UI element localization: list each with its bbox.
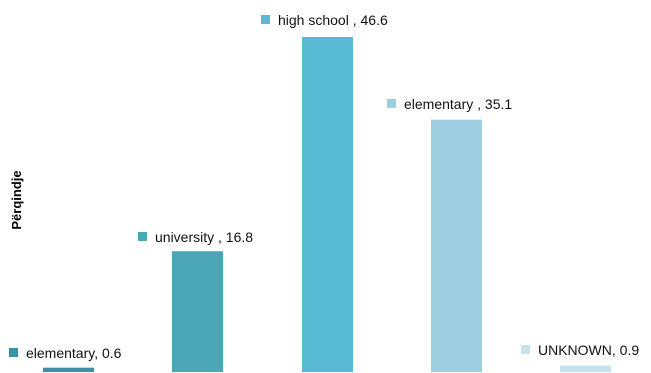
label-marker-3 (387, 99, 396, 108)
bar-1 (172, 251, 223, 372)
label-text-4: UNKNOWN, 0.9 (538, 342, 639, 358)
bar-2 (302, 37, 353, 372)
label-marker-2 (261, 15, 270, 24)
data-label-3: elementary , 35.1 (387, 96, 512, 112)
data-label-0: elementary, 0.6 (9, 345, 122, 361)
bar-0 (43, 367, 94, 372)
label-text-2: high school , 46.6 (278, 12, 388, 28)
bar-3 (431, 119, 482, 372)
label-marker-0 (9, 348, 18, 357)
bar-4 (560, 365, 611, 372)
bars-layer (43, 37, 611, 372)
data-label-2: high school , 46.6 (261, 12, 388, 28)
label-text-0: elementary, 0.6 (26, 345, 122, 361)
data-labels-layer: elementary, 0.6 university , 16.8 high sch… (9, 12, 639, 361)
label-text-1: university , 16.8 (155, 229, 253, 245)
data-label-4: UNKNOWN, 0.9 (521, 342, 639, 358)
label-marker-1 (138, 232, 147, 241)
label-text-3: elementary , 35.1 (404, 96, 512, 112)
label-marker-4 (521, 345, 530, 354)
data-label-1: university , 16.8 (138, 229, 253, 245)
y-axis-label: Përqindje (9, 170, 24, 229)
